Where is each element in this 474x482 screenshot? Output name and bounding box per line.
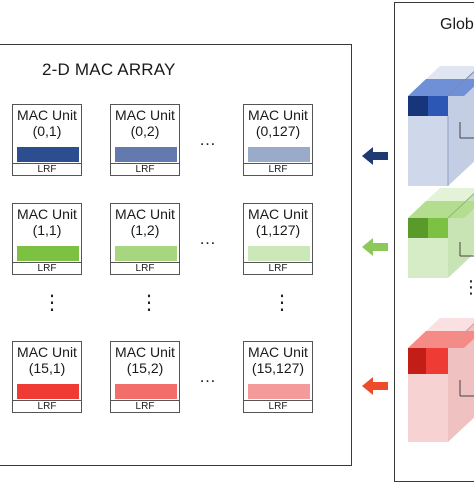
mac-unit-divider — [244, 262, 312, 263]
lrf-label: LRF — [135, 263, 155, 274]
arrow-row-1-shape — [362, 238, 388, 256]
mac-unit-bar — [115, 384, 177, 399]
mac-unit-divider — [244, 400, 312, 401]
lrf-label: LRF — [37, 263, 57, 274]
mac-unit-bar — [115, 246, 177, 261]
mac-unit-15-1: MAC Unit (15,1) LRF — [12, 341, 82, 413]
mac-unit-bar — [17, 384, 79, 399]
mac-unit-0-127: MAC Unit (0,127) LRF — [243, 104, 313, 176]
mac-unit-bar — [17, 147, 79, 162]
mac-unit-label: MAC Unit — [115, 344, 175, 360]
mac-unit-label: MAC Unit — [17, 344, 77, 360]
cube-15-block-cell — [408, 348, 426, 374]
arrow-row-15 — [362, 377, 388, 395]
arrow-row-0 — [362, 147, 388, 165]
mac-unit-0-1: MAC Unit (0,1) LRF — [12, 104, 82, 176]
mac-unit-divider — [111, 163, 179, 164]
mac-unit-label: MAC Unit — [115, 206, 175, 222]
global-buffer-title: Glob — [440, 16, 474, 33]
mac-unit-1-2: MAC Unit (1,2) LRF — [110, 203, 180, 275]
row-ellipsis-1: … — [199, 229, 219, 248]
row-ellipsis-15: … — [199, 367, 219, 386]
arrow-row-0-shape — [362, 147, 388, 165]
cube-1-block-cell — [408, 218, 428, 238]
cube-0-edge — [447, 70, 474, 97]
mac-unit-label: MAC Unit — [115, 107, 175, 123]
mac-unit-bar — [248, 147, 310, 162]
mac-unit-0-2: MAC Unit (0,2) LRF — [110, 104, 180, 176]
buffer-cube-15 — [408, 318, 474, 442]
cube-0-block-cell — [408, 96, 428, 116]
cube-1-block-top — [408, 201, 474, 218]
mac-unit-index: (1,2) — [130, 222, 160, 238]
cube-15-edge — [447, 322, 474, 349]
lrf-label: LRF — [135, 164, 155, 175]
lrf-label: LRF — [268, 263, 288, 274]
mac-unit-bar — [17, 246, 79, 261]
column-ellipsis-2: ⋮ — [139, 292, 159, 314]
mac-unit-index: (15,1) — [28, 360, 66, 376]
mac-unit-15-2: MAC Unit (15,2) LRF — [110, 341, 180, 413]
arrow-row-15-shape — [362, 377, 388, 395]
mac-unit-divider — [13, 262, 81, 263]
mac-unit-label: MAC Unit — [248, 206, 308, 222]
mac-unit-index: (0,127) — [255, 123, 301, 139]
mac-unit-bar — [248, 246, 310, 261]
mac-unit-index: (15,127) — [251, 360, 305, 376]
mac-unit-15-127: MAC Unit (15,127) LRF — [243, 341, 313, 413]
lrf-label: LRF — [37, 401, 57, 412]
mac-unit-label: MAC Unit — [248, 344, 308, 360]
cube-1-edge — [447, 192, 474, 219]
cube-0-side — [448, 71, 474, 186]
cube-0-block-top — [408, 79, 474, 96]
mac-unit-divider — [111, 262, 179, 263]
column-ellipsis-127: ⋮ — [272, 292, 292, 314]
buffer-cube-0 — [408, 66, 474, 186]
row-ellipsis-0: … — [199, 130, 219, 149]
mac-unit-index: (1,127) — [255, 222, 301, 238]
mac-unit-bar — [115, 147, 177, 162]
mac-unit-divider — [13, 400, 81, 401]
mac-array-title: 2-D MAC ARRAY — [42, 60, 176, 79]
mac-unit-divider — [244, 163, 312, 164]
mac-unit-1-127: MAC Unit (1,127) LRF — [243, 203, 313, 275]
mac-unit-divider — [111, 400, 179, 401]
column-ellipsis-1: ⋮ — [42, 292, 62, 314]
cube-15-block-top — [408, 331, 474, 348]
mac-unit-index: (0,1) — [32, 123, 62, 139]
lrf-label: LRF — [268, 401, 288, 412]
buffer-ellipsis: ⋮ — [462, 277, 474, 297]
mac-unit-index: (15,2) — [126, 360, 164, 376]
mac-unit-1-1: MAC Unit (1,1) LRF — [12, 203, 82, 275]
lrf-label: LRF — [135, 401, 155, 412]
arrow-row-1 — [362, 238, 388, 256]
lrf-label: LRF — [268, 164, 288, 175]
lrf-label: LRF — [37, 164, 57, 175]
buffer-cube-1 — [408, 188, 474, 278]
cube-15-side — [448, 323, 474, 442]
mac-unit-label: MAC Unit — [17, 206, 77, 222]
mac-unit-index: (1,1) — [32, 222, 62, 238]
mac-unit-divider — [13, 163, 81, 164]
mac-unit-label: MAC Unit — [17, 107, 77, 123]
mac-unit-label: MAC Unit — [248, 107, 308, 123]
mac-unit-bar — [248, 384, 310, 399]
mac-unit-index: (0,2) — [130, 123, 160, 139]
